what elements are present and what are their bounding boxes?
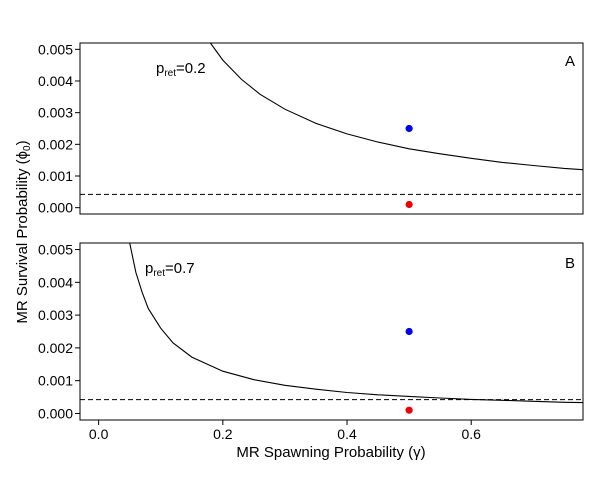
panel-a-y-tick-label: 0.003 (38, 105, 73, 121)
panel-a-curve (209, 43, 583, 171)
y-axis-title-close: ) (14, 140, 31, 145)
panel-a-points (405, 124, 413, 209)
panel-a-annotation-main: p (156, 60, 164, 77)
x-tick-label: 0.6 (461, 426, 481, 442)
panel-b-y-tick-label: 0.004 (38, 274, 73, 290)
x-tick-label: 0.2 (213, 426, 233, 442)
panel-a: 0.000 0.001 0.002 0.003 0.004 0.005 A pret=0.… (38, 41, 584, 216)
y-axis-title: MR Survival Probability (ϕ0) (14, 140, 33, 323)
panel-b-frame (79, 242, 584, 421)
panel-b-annotation-sub: ret (153, 268, 165, 279)
panel-b-y-axis: 0.000 0.001 0.002 0.003 0.004 0.005 (38, 242, 80, 421)
panel-b-y-tick-label: 0.000 (38, 405, 73, 421)
panel-a-y-tick-label: 0.001 (38, 168, 73, 184)
panel-a-y-axis: 0.000 0.001 0.002 0.003 0.004 0.005 (38, 41, 80, 216)
panel-a-y-tick-label: 0.002 (38, 136, 73, 152)
panel-b-blue-point (405, 327, 413, 336)
panel-b-red-point (405, 406, 413, 414)
y-axis-title-sub: 0 (22, 145, 33, 151)
panel-b-annotation: pret=0.7 (145, 260, 195, 279)
x-tick-label: 0.0 (89, 426, 109, 442)
panel-b-annotation-main: p (145, 260, 153, 277)
x-axis: 0.0 0.2 0.4 0.6 (89, 420, 481, 442)
panel-a-annotation-sub: ret (164, 68, 176, 79)
panel-b-y-tick-label: 0.003 (38, 307, 73, 323)
panel-b-annotation-value: =0.7 (165, 260, 195, 277)
panel-b-curve (129, 243, 583, 404)
panel-b-letter: B (565, 255, 575, 272)
panel-b-points (405, 327, 413, 414)
panel-b-y-tick-label: 0.005 (38, 242, 73, 258)
panel-a-annotation: pret=0.2 (156, 60, 206, 79)
y-axis-title-main: MR Survival Probability (ϕ (14, 151, 31, 324)
panel-b-y-tick-label: 0.002 (38, 340, 73, 356)
panel-a-blue-point (405, 124, 413, 133)
panel-a-red-point (405, 200, 413, 209)
panel-b-y-tick-label: 0.001 (38, 373, 73, 389)
panel-a-y-tick-label: 0.005 (38, 41, 73, 57)
panel-a-letter: A (565, 53, 575, 70)
panel-a-y-tick-label: 0.004 (38, 73, 73, 89)
panel-a-frame (79, 42, 584, 215)
panel-b: 0.000 0.001 0.002 0.003 0.004 0.005 B pret=0.… (38, 242, 584, 421)
panel-a-annotation-value: =0.2 (176, 60, 206, 77)
x-tick-label: 0.4 (337, 426, 357, 442)
x-axis-title: MR Spawning Probability (γ) (236, 444, 425, 461)
panel-a-y-tick-label: 0.000 (38, 200, 73, 216)
